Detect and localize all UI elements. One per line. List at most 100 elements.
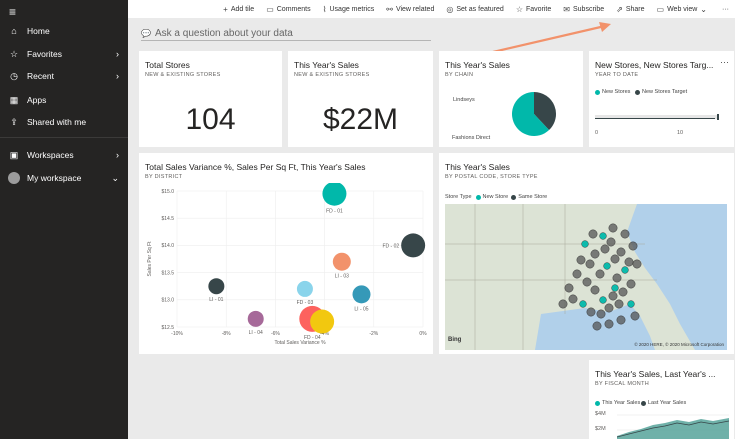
map-store-point[interactable] — [616, 315, 626, 325]
map-store-point[interactable] — [592, 321, 602, 331]
map-store-point[interactable] — [558, 299, 568, 309]
map-store-point[interactable] — [586, 307, 596, 317]
sidebar-item-label: My workspace — [27, 173, 82, 183]
map-store-point[interactable] — [603, 262, 611, 270]
map-store-point[interactable] — [588, 229, 598, 239]
tile-title: This Year's Sales — [294, 60, 359, 70]
tile-this-years-sales[interactable]: This Year's Sales NEW & EXISTING STORES … — [288, 51, 433, 147]
add-tile-button[interactable]: + Add tile — [223, 5, 254, 14]
qa-search-box[interactable]: 💬 Ask a question about your data — [141, 27, 431, 41]
map-store-point[interactable] — [564, 283, 574, 293]
map-store-point[interactable] — [585, 259, 595, 269]
hamburger-menu-icon[interactable]: ≡ — [9, 5, 17, 19]
button-label: Web view — [667, 5, 698, 13]
legend-item: Last Year Sales — [641, 400, 686, 406]
scatter-point[interactable] — [352, 285, 371, 304]
map-store-point[interactable] — [568, 294, 578, 304]
map-store-point[interactable] — [581, 240, 589, 248]
map-store-point[interactable] — [599, 296, 607, 304]
usage-metrics-button[interactable]: ⌇ Usage metrics — [323, 5, 375, 14]
scatter-point[interactable] — [247, 310, 264, 327]
sidebar-item-recent[interactable]: ◷ Recent › — [0, 66, 128, 86]
map-legend: Store Type New Store Same Store — [445, 194, 547, 200]
map-store-point[interactable] — [608, 223, 618, 233]
tile-title: This Year's Sales, Last Year's ... — [595, 369, 716, 379]
map-store-point[interactable] — [595, 269, 605, 279]
y-tick-label: $14.5 — [161, 216, 174, 222]
y-tick-label: $13.5 — [161, 270, 174, 276]
web-view-button[interactable]: ▭ Web view ⌄ — [657, 5, 710, 14]
map-store-point[interactable] — [604, 303, 614, 313]
map-store-point[interactable] — [616, 247, 626, 257]
map-store-point[interactable] — [612, 273, 622, 283]
button-label: Share — [625, 5, 645, 13]
map-store-point[interactable] — [590, 285, 600, 295]
legend-label: New Stores — [602, 89, 631, 95]
map-store-point[interactable] — [576, 255, 586, 265]
map-store-point[interactable] — [632, 259, 642, 269]
sidebar-item-my-workspace[interactable]: My workspace ⌄ — [0, 168, 128, 188]
set-as-featured-button[interactable]: ◎ Set as featured — [446, 5, 503, 14]
tile-sales-by-chain[interactable]: This Year's Sales BY CHAIN Lindseys Fash… — [439, 51, 583, 147]
map-store-point[interactable] — [600, 244, 610, 254]
scatter-point[interactable] — [296, 280, 313, 297]
map-store-point[interactable] — [610, 254, 620, 264]
point-label: FD - 01 — [326, 209, 343, 215]
scatter-point[interactable] — [208, 278, 225, 295]
map-store-point[interactable] — [608, 291, 618, 301]
map-store-point[interactable] — [630, 311, 640, 321]
map-store-point[interactable] — [626, 279, 636, 289]
apps-icon: ▦ — [9, 94, 19, 105]
map-store-point[interactable] — [621, 266, 629, 274]
sidebar-item-workspaces[interactable]: ▣ Workspaces › — [0, 145, 128, 165]
scatter-point[interactable] — [332, 252, 351, 271]
comments-button[interactable]: ▭ Comments — [266, 5, 310, 14]
scatter-point[interactable] — [401, 233, 426, 258]
tile-new-stores[interactable]: New Stores, New Stores Targ... ··· YEAR … — [589, 51, 734, 147]
sidebar-item-apps[interactable]: ▦ Apps — [0, 90, 128, 110]
favorite-button[interactable]: ☆ Favorite — [516, 5, 551, 14]
map-store-point[interactable] — [611, 284, 619, 292]
map-store-point[interactable] — [620, 229, 630, 239]
map-store-point[interactable] — [590, 249, 600, 259]
share-button[interactable]: ⇗ Share — [616, 5, 644, 14]
scatter-point[interactable] — [322, 183, 347, 206]
map-store-point[interactable] — [599, 232, 607, 240]
pie-label: Lindseys — [453, 97, 475, 103]
sidebar-item-favorites[interactable]: ☆ Favorites › — [0, 44, 128, 64]
sidebar-item-home[interactable]: ⌂ Home — [0, 21, 128, 41]
map-canvas[interactable] — [445, 204, 727, 350]
more-options-icon[interactable]: ··· — [720, 57, 729, 67]
map-store-point[interactable] — [604, 319, 614, 329]
x-tick-label: 0% — [419, 331, 427, 337]
map-store-point[interactable] — [596, 309, 606, 319]
map-store-point[interactable] — [606, 237, 616, 247]
map-store-point[interactable] — [618, 287, 628, 297]
map-store-point[interactable] — [572, 269, 582, 279]
view-related-button[interactable]: ⚯ View related — [386, 5, 434, 14]
pie-slice[interactable] — [534, 92, 556, 131]
sidebar-item-shared[interactable]: ⇪ Shared with me — [0, 112, 128, 132]
subscribe-button[interactable]: ✉ Subscribe — [563, 5, 604, 14]
more-options-button[interactable]: ··· — [722, 6, 729, 13]
sidebar-divider — [0, 137, 128, 138]
x-tick-label: -2% — [369, 331, 378, 337]
sidebar-item-label: Recent — [27, 71, 54, 81]
map-store-point[interactable] — [624, 257, 634, 267]
map-store-point[interactable] — [579, 300, 587, 308]
button-label: Set as featured — [456, 5, 504, 13]
tile-title: Total Sales Variance %, Sales Per Sq Ft,… — [145, 162, 366, 172]
x-tick-label: -10% — [171, 331, 183, 337]
legend-swatch — [641, 400, 646, 406]
tile-sales-variance[interactable]: Total Sales Variance %, Sales Per Sq Ft,… — [139, 153, 433, 354]
pie-slice[interactable] — [512, 92, 550, 136]
tile-fiscal-month[interactable]: This Year's Sales, Last Year's ... BY FI… — [589, 360, 734, 439]
scatter-point[interactable] — [310, 309, 335, 334]
map-store-point[interactable] — [628, 241, 638, 251]
tile-total-stores[interactable]: Total Stores NEW & EXISTING STORES 104 — [139, 51, 282, 147]
button-label: Subscribe — [572, 5, 605, 13]
tile-map-sales[interactable]: This Year's Sales BY POSTAL CODE, STORE … — [439, 153, 734, 354]
map-store-point[interactable] — [614, 299, 624, 309]
map-store-point[interactable] — [627, 300, 635, 308]
map-store-point[interactable] — [582, 277, 592, 287]
